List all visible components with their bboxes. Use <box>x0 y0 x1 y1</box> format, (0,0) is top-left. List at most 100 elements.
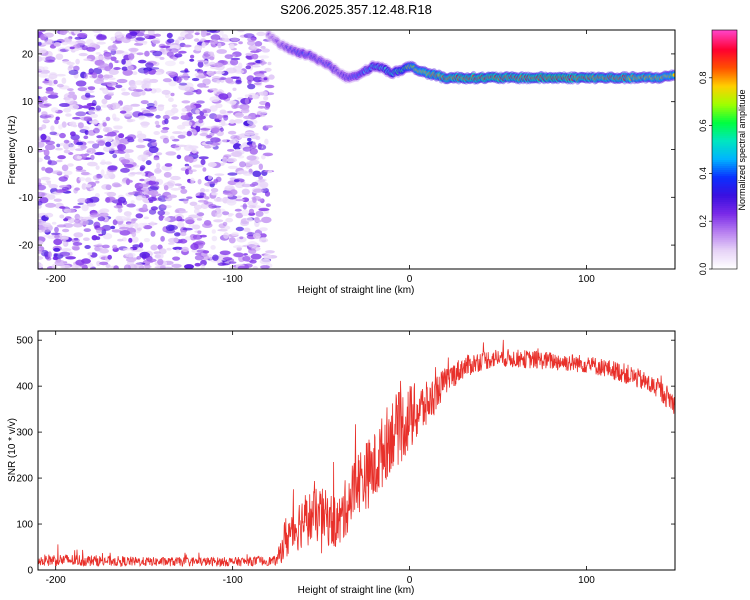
heatmap-cell <box>218 93 229 100</box>
heatmap-cell <box>113 205 124 209</box>
snr-y-ticks: 0 100 200 300 400 500 <box>16 336 675 577</box>
heatmap-cell <box>145 160 152 166</box>
heatmap-cell <box>193 208 200 214</box>
heatmap-cell <box>123 211 132 217</box>
colorbar-segment <box>712 39 737 43</box>
colorbar-segment <box>712 201 737 204</box>
heatmap-cell <box>50 125 55 131</box>
heatmap-cell <box>102 82 112 85</box>
heatmap-cell <box>125 252 136 258</box>
heatmap-cell <box>143 216 150 220</box>
heatmap-cell <box>248 208 255 214</box>
colorbar-segment <box>712 247 737 250</box>
colorbar-segment <box>712 175 737 178</box>
heatmap-cell <box>178 238 188 244</box>
heatmap-cell <box>126 215 131 219</box>
colorbar-segment <box>712 123 737 127</box>
colorbar-segment <box>712 217 737 220</box>
heatmap-cell <box>244 131 256 136</box>
heatmap-cell <box>149 107 158 112</box>
heatmap-cell <box>67 217 76 224</box>
colorbar-segment <box>712 97 737 101</box>
heatmap-cell <box>83 228 92 233</box>
heatmap-cell <box>120 159 130 164</box>
snr-x-axis-label: Height of straight line (km) <box>298 585 415 596</box>
heatmap-cell <box>165 70 176 76</box>
heatmap-cell <box>49 131 58 136</box>
colorbar-segment <box>712 209 737 212</box>
heatmap-cell <box>136 40 148 44</box>
snr-panel: -200 -100 0 100 0 100 200 300 400 500 Height of … <box>7 330 676 596</box>
colorbar-tick-label: 0.0 <box>698 263 708 276</box>
heatmap-cell <box>226 198 237 206</box>
heatmap-cell <box>138 115 146 119</box>
heatmap-cell <box>672 73 675 77</box>
heatmap-cell <box>181 131 187 136</box>
colorbar-segment <box>712 65 737 69</box>
heatmap-cell <box>38 157 43 163</box>
heatmap-cell <box>121 66 128 71</box>
heatmap-cell <box>149 221 155 227</box>
heatmap-cell <box>93 221 101 229</box>
heatmap-cell <box>44 39 55 45</box>
heatmap-cell <box>44 115 52 118</box>
heatmap-cell <box>150 230 156 237</box>
heatmap-cell <box>40 96 49 101</box>
heatmap-cell <box>53 238 63 246</box>
colorbar-segment <box>712 147 737 151</box>
heatmap-cell <box>40 139 51 143</box>
heatmap-cell <box>176 216 183 222</box>
heatmap-cell <box>246 217 253 222</box>
snr-y-tick-label: 0 <box>27 566 33 577</box>
colorbar-segment <box>712 157 737 161</box>
heatmap-cell <box>252 197 257 203</box>
colorbar-segment <box>712 71 737 75</box>
heatmap-cell <box>219 109 227 114</box>
heatmap-cell <box>204 196 210 200</box>
heatmap-cell <box>155 114 161 119</box>
snr-y-tick-label: 400 <box>16 382 33 393</box>
spectrogram-y-tick-label: 10 <box>22 97 34 108</box>
snr-x-tick-label: -200 <box>46 575 66 586</box>
heatmap-cell <box>102 87 109 95</box>
heatmap-cell <box>38 56 43 62</box>
heatmap-cell <box>259 181 269 188</box>
heatmap-cell <box>54 259 66 267</box>
colorbar-segment <box>712 197 737 200</box>
heatmap-cell <box>74 187 80 191</box>
heatmap-cell <box>257 143 262 150</box>
snr-x-ticks: -200 -100 0 100 <box>46 331 595 586</box>
heatmap-cell <box>211 127 220 133</box>
heatmap-cell <box>105 116 111 122</box>
heatmap-cell <box>239 236 244 240</box>
spectrogram-x-tick-label: 100 <box>578 274 595 285</box>
heatmap-cell <box>151 141 158 146</box>
heatmap-cell <box>38 178 42 183</box>
heatmap-cell <box>131 218 138 222</box>
heatmap-cell <box>78 177 86 182</box>
colorbar-segment <box>712 221 737 224</box>
heatmap-cell <box>245 52 254 57</box>
heatmap-cell <box>46 257 52 261</box>
heatmap-cell <box>38 201 43 206</box>
heatmap-cell <box>184 33 194 40</box>
heatmap-cell <box>59 132 66 139</box>
heatmap-cell <box>254 74 265 78</box>
colorbar-segment <box>712 169 737 173</box>
heatmap-cell <box>113 117 120 122</box>
heatmap-cell <box>122 247 134 251</box>
heatmap-cell <box>63 223 74 228</box>
heatmap-cell <box>200 159 206 166</box>
heatmap-cell <box>191 77 200 82</box>
heatmap-cell <box>55 53 64 60</box>
heatmap-cell <box>147 190 159 196</box>
heatmap-cell <box>258 208 270 212</box>
heatmap-cell <box>83 73 89 79</box>
heatmap-cell <box>53 79 58 85</box>
heatmap-cell <box>179 60 185 65</box>
heatmap-cell <box>41 166 46 171</box>
heatmap-cell <box>213 219 224 223</box>
heatmap-cell <box>96 135 104 139</box>
colorbar-segment <box>712 163 737 167</box>
